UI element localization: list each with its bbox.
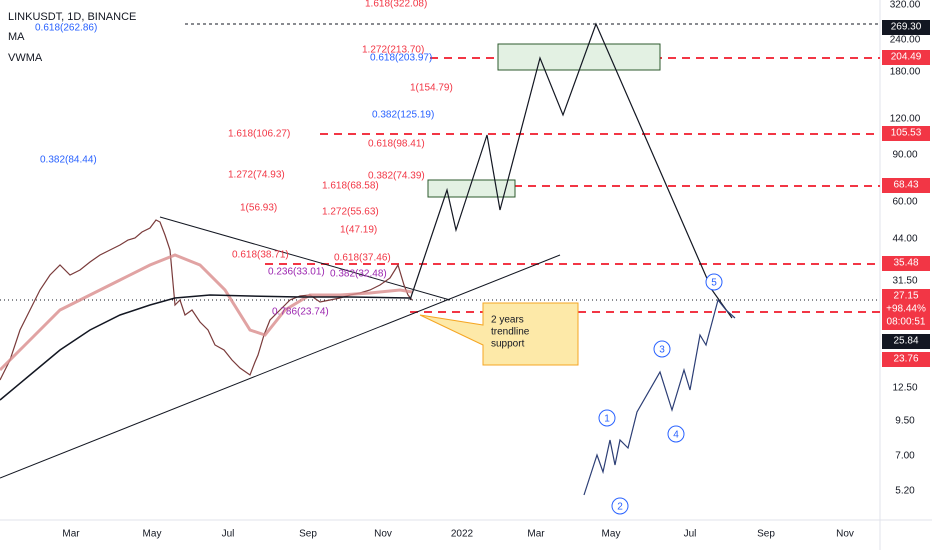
wave-label: 4: [673, 430, 679, 441]
fib-label: 0.618(37.46): [334, 253, 391, 264]
ma-line: [0, 253, 413, 372]
fib-label: 1(56.93): [240, 203, 277, 214]
indicator: MA: [8, 31, 25, 43]
time-label: Mar: [527, 529, 545, 540]
fib-label: 0.618(203.97): [370, 53, 432, 64]
wave-path: [583, 298, 736, 496]
fib-label: 0.382(32.48): [330, 269, 387, 280]
price-label: 320.00: [890, 0, 921, 11]
price-badge-text: 23.76: [893, 354, 918, 365]
price-badge: [882, 352, 930, 367]
callout-text: support: [491, 339, 525, 350]
fib-label: 1.272(74.93): [228, 170, 285, 181]
wave-circle: [705, 273, 723, 291]
price-badge-text: 68.43: [893, 180, 918, 191]
price-badge-text: 35.48: [893, 258, 918, 269]
price-label: 31.50: [892, 276, 917, 287]
wave-circle: [667, 425, 685, 443]
price-badge-text: 105.53: [891, 128, 922, 139]
price-badge: [882, 178, 930, 193]
target-box: [497, 43, 661, 71]
trendline: [159, 216, 451, 301]
fib-label: 0.786(23.74): [272, 307, 329, 318]
price-label: 9.50: [895, 416, 915, 427]
indicator: VWMA: [8, 52, 43, 64]
fib-label: 0.618(262.86): [35, 23, 97, 34]
time-label: May: [143, 529, 162, 540]
price-badge-text: 27.15: [893, 291, 918, 302]
price-badge: [882, 289, 930, 330]
wave-circle: [611, 497, 629, 515]
time-label: Mar: [62, 529, 80, 540]
fib-label: 1.618(106.27): [228, 129, 290, 140]
fib-label: 1.618(68.58): [322, 181, 379, 192]
time-label: May: [602, 529, 621, 540]
wave-label: 2: [617, 502, 623, 513]
price-label: 44.00: [892, 234, 917, 245]
price-badge-text: 08:00:51: [887, 317, 926, 328]
price-badge: [882, 20, 930, 35]
price-label: 180.00: [890, 67, 921, 78]
time-label: Sep: [757, 529, 775, 540]
price-badge: [882, 256, 930, 271]
price-label: 120.00: [890, 114, 921, 125]
fib-label: 1.618(322.08): [365, 0, 427, 10]
price-label: 240.00: [890, 35, 921, 46]
fib-label: 0.382(125.19): [372, 110, 434, 121]
labels: LINKUSDT, 1D, BINANCE MA VWMA 320.00 240.00 1…: [8, 0, 930, 540]
wave-circle: [598, 409, 616, 427]
price-badge: [882, 126, 930, 141]
time-label: Nov: [836, 529, 854, 540]
time-label: Nov: [374, 529, 392, 540]
wave-label: 5: [711, 278, 717, 289]
vwma-line: [0, 294, 411, 401]
callout-text: trendline: [491, 327, 530, 338]
fib-label: 0.382(74.39): [368, 171, 425, 182]
projection-path: [409, 22, 733, 319]
price-label: 5.20: [895, 486, 915, 497]
symbol: LINKUSDT, 1D, BINANCE: [8, 11, 136, 23]
price-label: 90.00: [892, 150, 917, 161]
price-label: 60.00: [892, 197, 917, 208]
price-badge-text: +98.44%: [886, 304, 926, 315]
target-box: [427, 179, 516, 198]
trendline: [0, 254, 561, 479]
fib-label: 1(154.79): [410, 83, 453, 94]
fib-label: 0.382(84.44): [40, 155, 97, 166]
fib-label: 0.618(98.41): [368, 139, 425, 150]
time-label: Sep: [299, 529, 317, 540]
wave-label: 3: [659, 345, 665, 356]
wave-circle: [653, 340, 671, 358]
price-badge-text: 269.30: [891, 22, 922, 33]
fib-label: 0.236(33.01): [268, 267, 325, 278]
price-label: 12.50: [892, 383, 917, 394]
price-badge: [882, 334, 930, 349]
callout-text: 2 years: [491, 315, 524, 326]
wave-label: 1: [604, 414, 610, 425]
time-label: Jul: [222, 529, 235, 540]
callout-box: [419, 302, 579, 366]
fib-label: 1(47.19): [340, 225, 377, 236]
time-label: 2022: [451, 529, 474, 540]
time-label: Jul: [684, 529, 697, 540]
fib-label: 1.272(213.70): [362, 45, 424, 56]
price-label: 7.00: [895, 451, 915, 462]
price-badge-text: 204.49: [891, 52, 922, 63]
price-badge: [882, 50, 930, 65]
fib-label: 0.618(38.71): [232, 250, 289, 261]
price-badge-text: 25.84: [893, 336, 918, 347]
fib-label: 1.272(55.63): [322, 207, 379, 218]
